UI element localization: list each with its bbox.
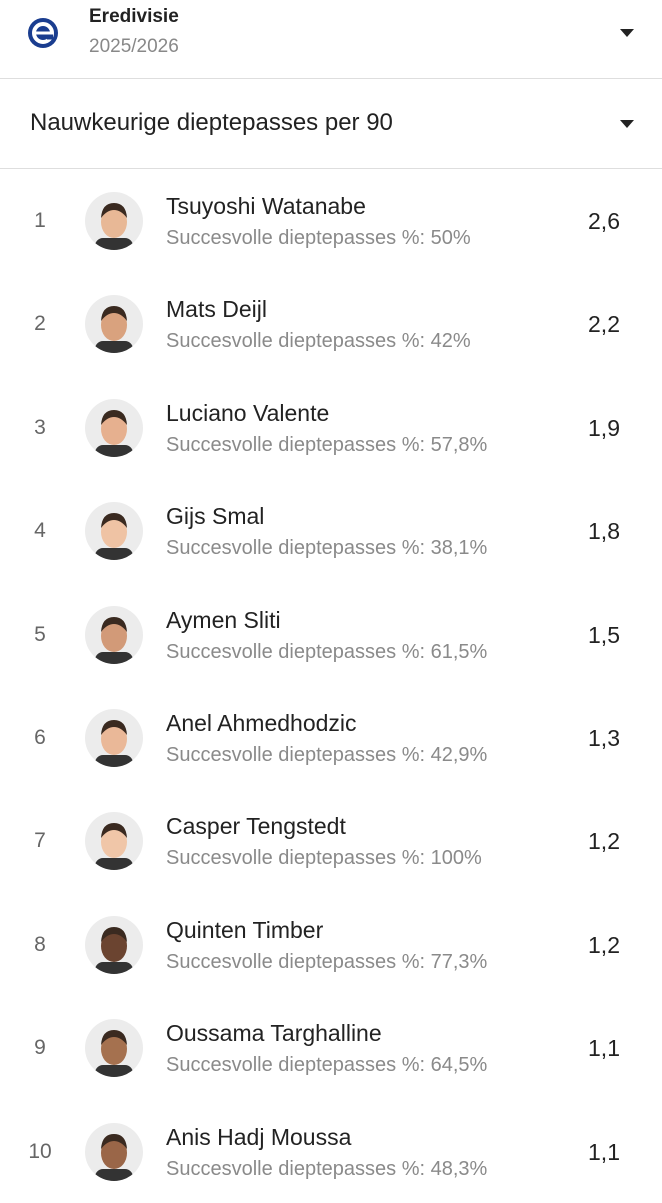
- player-name: Gijs Smal: [166, 503, 265, 530]
- stat-value: 1,8: [588, 518, 620, 545]
- player-detail: Succesvolle dieptepasses %: 42,9%: [166, 744, 488, 766]
- rank: 8: [34, 932, 46, 956]
- rank: 10: [28, 1139, 52, 1163]
- divider: [0, 168, 662, 169]
- player-name: Quinten Timber: [166, 916, 324, 943]
- stat-value: 1,2: [588, 828, 620, 855]
- player-detail: Succesvolle dieptepasses %: 61,5%: [166, 640, 488, 663]
- stat-value: 1,1: [588, 1035, 620, 1062]
- player-avatar: [85, 502, 143, 565]
- rank: 3: [34, 415, 46, 439]
- player-detail: Succesvolle dieptepasses %: 38,1%: [166, 537, 488, 560]
- player-avatar: [85, 1019, 143, 1082]
- player-name: Aymen Sliti: [166, 606, 281, 633]
- player-detail: Succesvolle dieptepasses %: 77,3%: [166, 950, 488, 973]
- league-dropdown[interactable]: [620, 29, 634, 37]
- player-name: Casper Tengstedt: [166, 813, 346, 840]
- stat-value: 1,2: [588, 931, 620, 958]
- rank: 4: [34, 519, 46, 543]
- rank: 7: [34, 829, 46, 853]
- league-logo: [28, 18, 58, 48]
- player-detail: Succesvolle dieptepasses %: 42%: [166, 330, 471, 353]
- player-detail: Succesvolle dieptepasses %: 50%: [166, 227, 471, 249]
- stat-title: Nauwkeurige dieptepasses per 90: [30, 109, 393, 136]
- player-avatar: [85, 398, 143, 462]
- stat-value: 1,1: [588, 1138, 620, 1165]
- player-avatar: [85, 915, 143, 979]
- player-avatar: [85, 709, 143, 772]
- divider: [0, 78, 662, 79]
- league-name: Eredivisie: [89, 6, 179, 27]
- player-avatar: [85, 605, 143, 669]
- player-name: Luciano Valente: [166, 399, 330, 426]
- rank: 2: [34, 312, 46, 336]
- stat-value: 1,9: [588, 414, 620, 441]
- player-name: Mats Deijl: [166, 296, 267, 323]
- player-detail: Succesvolle dieptepasses %: 57,8%: [166, 433, 488, 456]
- player-avatar: [85, 1122, 143, 1186]
- rank: 9: [34, 1036, 46, 1060]
- player-avatar: [85, 812, 143, 875]
- player-name: Oussama Targhalline: [166, 1020, 382, 1047]
- player-name: Anis Hadj Moussa: [166, 1123, 352, 1150]
- season: 2025/2026: [89, 36, 179, 57]
- stat-value: 2,2: [588, 311, 620, 338]
- stat-dropdown[interactable]: [620, 120, 634, 128]
- rank: 5: [34, 622, 46, 646]
- stat-value: 1,5: [588, 621, 620, 648]
- player-detail: Succesvolle dieptepasses %: 48,3%: [166, 1157, 488, 1180]
- stat-value: 2,6: [588, 208, 620, 234]
- rank: 6: [34, 726, 46, 749]
- player-detail: Succesvolle dieptepasses %: 64,5%: [166, 1054, 488, 1077]
- rank: 1: [34, 209, 46, 232]
- player-name: Anel Ahmedhodzic: [166, 710, 357, 736]
- player-detail: Succesvolle dieptepasses %: 100%: [166, 847, 482, 870]
- player-name: Tsuyoshi Watanabe: [166, 193, 366, 219]
- player-avatar: [85, 192, 143, 255]
- stat-value: 1,3: [588, 725, 620, 751]
- player-avatar: [85, 295, 143, 358]
